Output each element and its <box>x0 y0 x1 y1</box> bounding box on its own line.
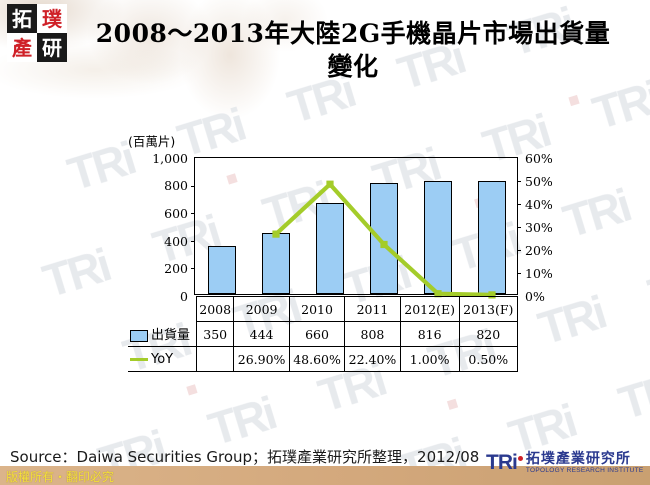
y-axis-left-tick-200: 200 <box>164 261 188 276</box>
cell-yoy-2009: 26.90% <box>233 346 290 372</box>
cell-shipments-2011: 808 <box>344 321 401 347</box>
table-row-shipments: 出貨量 350 444 660 808 816 820 <box>128 321 519 347</box>
cell-yoy-2008 <box>195 346 235 372</box>
y-axis-right-tick-60: 60% <box>525 151 553 166</box>
table-row-yoy: YoY 26.90% 48.60% 22.40% 1.00% 0.50% <box>128 346 519 372</box>
cell-yoy-2010: 48.60% <box>288 346 346 372</box>
tri-institute-logo: TRi 拓墣產業研究所 TOPOLOGY RESEARCH INSTITUTE <box>486 452 644 474</box>
y-axis-left-tick-400: 400 <box>164 234 188 249</box>
source-line: Source：Daiwa Securities Group；拓璞產業研究所整理，… <box>10 448 480 466</box>
y-axis-left-tick-1000: 1,000 <box>152 151 188 166</box>
tri-logo-mark: TRi <box>486 451 518 475</box>
legend-bar-swatch-icon <box>130 329 148 342</box>
cell-yoy-2013f: 0.50% <box>458 346 519 372</box>
page-title-line-1: 2008～2013年大陸2G手機晶片市場出貨量 <box>95 19 611 48</box>
cell-yoy-2012e: 1.00% <box>399 346 460 372</box>
table-row-years: 2008 2009 2010 2011 2012(E) 2013(F) <box>128 296 519 322</box>
y-axis-left-tick-800: 800 <box>164 178 188 193</box>
legend-yoy-label: YoY <box>151 351 174 367</box>
yoy-marker-2012e <box>434 290 442 298</box>
logo-char-2: 璞 <box>37 4 67 33</box>
tick-right-50 <box>517 181 521 182</box>
table-header-2012e: 2012(E) <box>399 296 460 322</box>
table-header-2013f: 2013(F) <box>458 296 519 322</box>
logo-char-3: 產 <box>7 33 37 62</box>
table-header-2009: 2009 <box>233 296 290 322</box>
logo-char-4: 研 <box>37 33 67 62</box>
yoy-marker-2010 <box>326 180 334 188</box>
y-axis-right-tick-50: 50% <box>525 174 553 189</box>
table-corner-cell <box>128 297 197 322</box>
yoy-marker-2011 <box>380 240 388 249</box>
page-title: 2008～2013年大陸2G手機晶片市場出貨量 變化 <box>70 18 636 83</box>
y-axis-right-tick-10: 10% <box>525 266 553 281</box>
y-axis-right-tick-20: 20% <box>525 243 553 258</box>
y-axis-left-tick-600: 600 <box>164 206 188 221</box>
y-axis-right-tick-40: 40% <box>525 197 553 212</box>
legend-shipments-label: 出貨量 <box>151 328 191 344</box>
y-axis-unit-label: (百萬片) <box>128 134 176 149</box>
copyright-text: 版權所有・翻印必究 <box>6 470 115 484</box>
tick-left-800 <box>191 185 195 187</box>
cell-shipments-2010: 660 <box>288 321 346 347</box>
tick-right-40 <box>517 204 521 205</box>
table-header-2008: 2008 <box>195 296 235 322</box>
legend-yoy: YoY <box>128 346 197 372</box>
legend-line-swatch-icon <box>130 357 148 361</box>
page-title-line-2: 變化 <box>327 51 379 81</box>
plot-area <box>191 157 521 299</box>
cell-shipments-2008: 350 <box>195 321 235 347</box>
cell-shipments-2012e: 816 <box>399 321 460 347</box>
table-header-2010: 2010 <box>288 296 346 322</box>
table-header-2011: 2011 <box>344 296 401 322</box>
tri-logo-dot-icon <box>517 455 523 461</box>
yoy-line-series <box>272 180 496 299</box>
y-axis-left-tick-0: 0 <box>180 289 188 304</box>
logo-char-1: 拓 <box>7 4 37 33</box>
tri-logo-chinese: 拓墣產業研究所 <box>525 451 631 467</box>
y-axis-right-tick-30: 30% <box>525 220 553 235</box>
yoy-marker-2009 <box>272 230 280 238</box>
y-axis-right-tick-0: 0% <box>525 289 545 304</box>
yoy-marker-2013f <box>488 291 496 299</box>
data-table: 2008 2009 2010 2011 2012(E) 2013(F) 出貨量 … <box>128 296 519 372</box>
cell-shipments-2009: 444 <box>233 321 290 347</box>
cell-yoy-2011: 22.40% <box>344 346 401 372</box>
tri-logo-english: TOPOLOGY RESEARCH INSTITUTE <box>525 466 644 474</box>
legend-shipments: 出貨量 <box>128 321 197 347</box>
cell-shipments-2013f: 820 <box>458 321 519 347</box>
company-logo: 拓 璞 產 研 <box>7 4 67 62</box>
